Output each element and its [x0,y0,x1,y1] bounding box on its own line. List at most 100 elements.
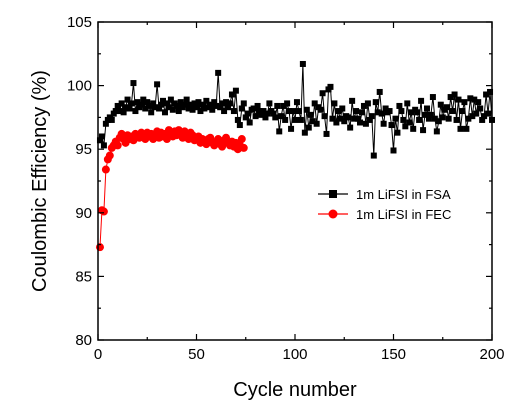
data-point-fsa [404,100,411,107]
data-point-fsa [108,116,115,123]
data-point-fsa [473,110,480,117]
data-point-fsa [477,105,484,112]
data-point-fsa [215,69,222,76]
data-point-fsa [120,109,127,116]
data-point-fsa [443,104,450,111]
data-point-fsa [150,100,157,107]
data-point-fsa [262,114,269,121]
data-point-fsa [353,108,360,115]
data-point-fsa [327,83,334,90]
y-tick-label: 95 [75,141,92,158]
legend-label-fsa: 1m LiFSI in FSA [356,187,451,202]
x-tick-label: 50 [188,346,205,363]
data-point-fsa [307,111,314,118]
data-point-fec [218,142,227,151]
data-point-fsa [221,108,228,115]
data-point-fsa [290,108,297,115]
data-point-fsa [357,119,364,126]
data-point-fsa [406,119,413,126]
data-point-fsa [148,109,155,116]
data-point-fsa [213,102,220,109]
data-point-fsa [335,108,342,115]
data-point-fsa [319,90,326,97]
y-tick-label: 105 [67,14,92,31]
data-point-fsa [256,108,263,115]
data-point-fsa [396,102,403,109]
data-point-fsa [278,113,285,120]
data-point-fsa [410,125,417,132]
data-point-fec [105,151,114,160]
data-point-fsa [282,116,289,123]
data-point-fsa [250,105,257,112]
data-point-fsa [100,142,107,149]
data-point-fsa [360,102,367,109]
data-point-fec [237,135,246,144]
data-point-fsa [132,108,139,115]
data-point-fsa [225,104,232,111]
data-point-fec [99,207,108,216]
data-point-fsa [433,128,440,135]
data-point-fsa [341,118,348,125]
data-point-fsa [280,102,287,109]
data-point-fsa [266,100,273,107]
data-point-fsa [370,152,377,159]
data-point-fsa [230,108,237,115]
data-point-fsa [96,137,103,144]
data-point-fsa [423,105,430,112]
data-point-fsa [347,124,354,131]
data-point-fsa [475,99,482,106]
data-point-fsa [437,101,444,108]
data-point-fsa [329,115,336,122]
x-tick-label: 200 [479,346,504,363]
data-point-fsa [98,133,105,140]
data-point-fsa [380,120,387,127]
data-point-fsa [463,125,470,132]
data-point-fsa [386,108,393,115]
data-point-fsa [173,102,180,109]
data-point-fsa [193,104,200,111]
data-point-fsa [195,99,202,106]
data-point-fsa [226,100,233,107]
data-point-fsa [311,100,318,107]
data-point-fsa [459,108,466,115]
data-point-fsa [416,116,423,123]
x-tick-label: 100 [282,346,307,363]
data-point-fsa [183,96,190,103]
data-point-fsa [228,91,235,98]
x-tick-label: 0 [94,346,102,363]
data-point-fsa [270,110,277,117]
data-point-fsa [154,81,161,88]
data-point-fsa [483,91,490,98]
data-point-fsa [471,96,478,103]
data-point-fsa [169,106,176,113]
data-point-fsa [124,96,131,103]
data-point-fsa [358,109,365,116]
data-point-fsa [242,114,249,121]
data-point-fsa [451,91,458,98]
data-point-fsa [408,109,415,116]
data-point-fsa [299,60,306,67]
data-point-fsa [286,108,293,115]
data-point-fsa [264,110,271,117]
data-point-fsa [189,106,196,113]
data-point-fsa [398,108,405,115]
data-point-fsa [400,116,407,123]
data-point-fsa [303,106,310,113]
data-point-fsa [372,99,379,106]
data-point-fsa [323,130,330,137]
data-point-fsa [102,120,109,127]
data-point-fsa [158,101,165,108]
data-point-fsa [209,106,216,113]
data-point-fsa [254,102,261,109]
data-point-fsa [321,113,328,120]
data-point-fsa [292,116,298,123]
data-point-fsa [165,104,172,111]
data-point-fsa [431,115,438,122]
data-point-fsa [177,99,184,106]
data-point-fsa [402,123,409,130]
data-point-fsa [118,100,125,107]
y-axis-ticks: 80 85 90 95 100 105 [67,14,492,349]
data-point-fsa [479,116,486,123]
series-fsa-markers [96,60,495,159]
data-point-fsa [293,99,300,106]
